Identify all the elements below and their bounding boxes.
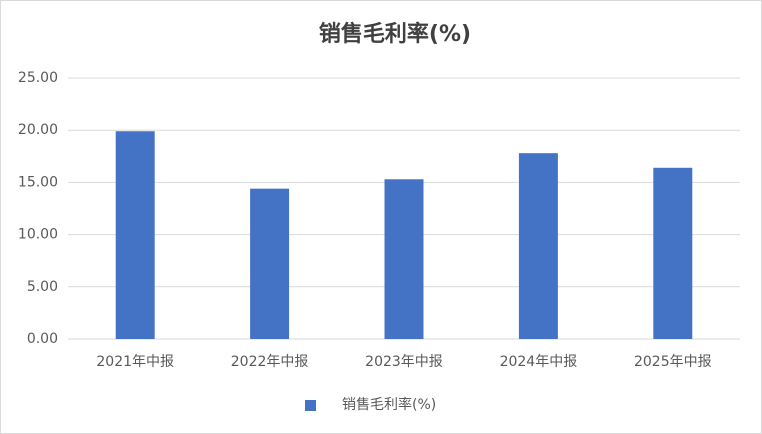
bar (518, 153, 558, 339)
x-tick-label: 2024年中报 (500, 354, 578, 370)
bar (384, 179, 424, 339)
x-tick-label: 2023年中报 (365, 354, 443, 370)
y-tick-label: 5.00 (27, 279, 58, 295)
y-tick-label: 20.00 (18, 122, 58, 138)
x-tick-label: 2025年中报 (634, 354, 712, 370)
legend-label: 销售毛利率(%) (342, 396, 436, 413)
y-tick-label: 15.00 (18, 174, 58, 190)
x-tick-label: 2021年中报 (96, 354, 174, 370)
y-tick-label: 25.00 (18, 70, 58, 86)
bar (250, 188, 290, 339)
y-tick-label: 10.00 (18, 227, 58, 243)
y-tick-label: 0.00 (27, 331, 58, 347)
x-tick-label: 2022年中报 (231, 354, 309, 370)
legend-swatch (305, 400, 316, 411)
bar (115, 131, 155, 339)
bar (653, 167, 693, 339)
chart-title: 销售毛利率(%) (319, 21, 471, 47)
